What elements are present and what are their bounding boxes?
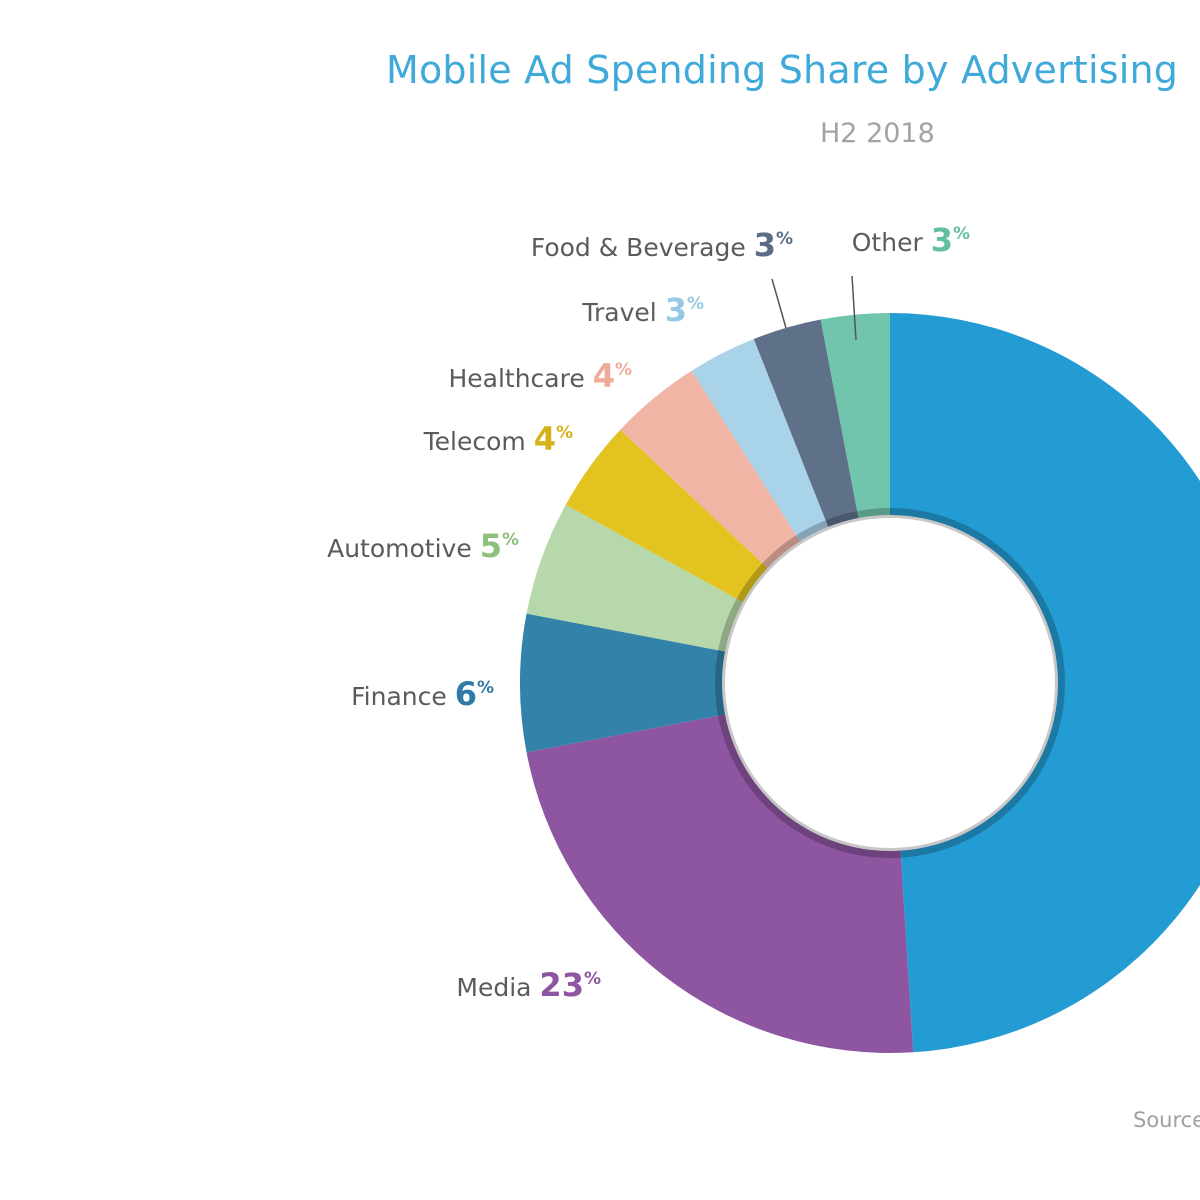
label-percent-finance: % <box>477 678 494 698</box>
label-name-other: Other <box>852 228 931 257</box>
chart-subtitle: H2 2018 <box>820 118 935 149</box>
label-value-healthcare: 4 <box>593 357 615 395</box>
label-name-telecom: Telecom <box>423 427 534 456</box>
slice-travel <box>691 338 829 542</box>
donut-inner-ring <box>715 508 1065 858</box>
label-automotive: Automotive 5% <box>327 527 519 565</box>
label-percent-automotive: % <box>502 530 519 550</box>
label-name-automotive: Automotive <box>327 534 480 563</box>
chart-title: Mobile Ad Spending Share by Advertising <box>386 48 1179 92</box>
label-value-finance: 6 <box>455 675 477 713</box>
slice-food-and-beverage <box>753 319 859 527</box>
slice-finance <box>520 613 725 753</box>
label-value-automotive: 5 <box>480 527 502 565</box>
slice-main <box>890 313 1200 1053</box>
label-percent-food-and-beverage: % <box>776 229 793 249</box>
label-media: Media 23% <box>456 966 601 1004</box>
label-value-other: 3 <box>931 221 953 259</box>
slice-labels: Media 23%Finance 6%Automotive 5%Telecom … <box>327 221 970 1004</box>
label-name-media: Media <box>456 973 539 1002</box>
leader-line-other <box>851 275 857 341</box>
label-percent-media: % <box>584 969 601 989</box>
label-percent-other: % <box>953 224 970 244</box>
slice-telecom <box>565 429 768 603</box>
label-value-food-and-beverage: 3 <box>754 226 776 264</box>
slice-healthcare <box>620 370 800 568</box>
donut-hole <box>728 521 1052 845</box>
label-value-travel: 3 <box>665 291 687 329</box>
label-name-healthcare: Healthcare <box>448 364 592 393</box>
label-name-travel: Travel <box>581 298 664 327</box>
donut-slices <box>520 313 1200 1053</box>
label-finance: Finance 6% <box>351 675 494 713</box>
label-travel: Travel 3% <box>581 291 704 329</box>
label-food-and-beverage: Food & Beverage 3% <box>531 226 793 264</box>
label-telecom: Telecom 4% <box>423 420 573 458</box>
slice-other <box>820 313 890 518</box>
leader-line-food-and-beverage <box>771 278 787 329</box>
label-percent-telecom: % <box>556 423 573 443</box>
label-healthcare: Healthcare 4% <box>448 357 632 395</box>
label-name-food-and-beverage: Food & Beverage <box>531 233 754 262</box>
label-percent-healthcare: % <box>615 360 632 380</box>
label-percent-travel: % <box>687 294 704 314</box>
source-note: Source <box>1133 1108 1200 1132</box>
label-other: Other 3% <box>852 221 970 259</box>
label-value-media: 23 <box>539 966 584 1004</box>
label-value-telecom: 4 <box>534 420 556 458</box>
slice-media <box>526 714 914 1053</box>
leader-lines <box>771 275 857 341</box>
slice-automotive <box>526 504 743 652</box>
label-name-finance: Finance <box>351 682 455 711</box>
